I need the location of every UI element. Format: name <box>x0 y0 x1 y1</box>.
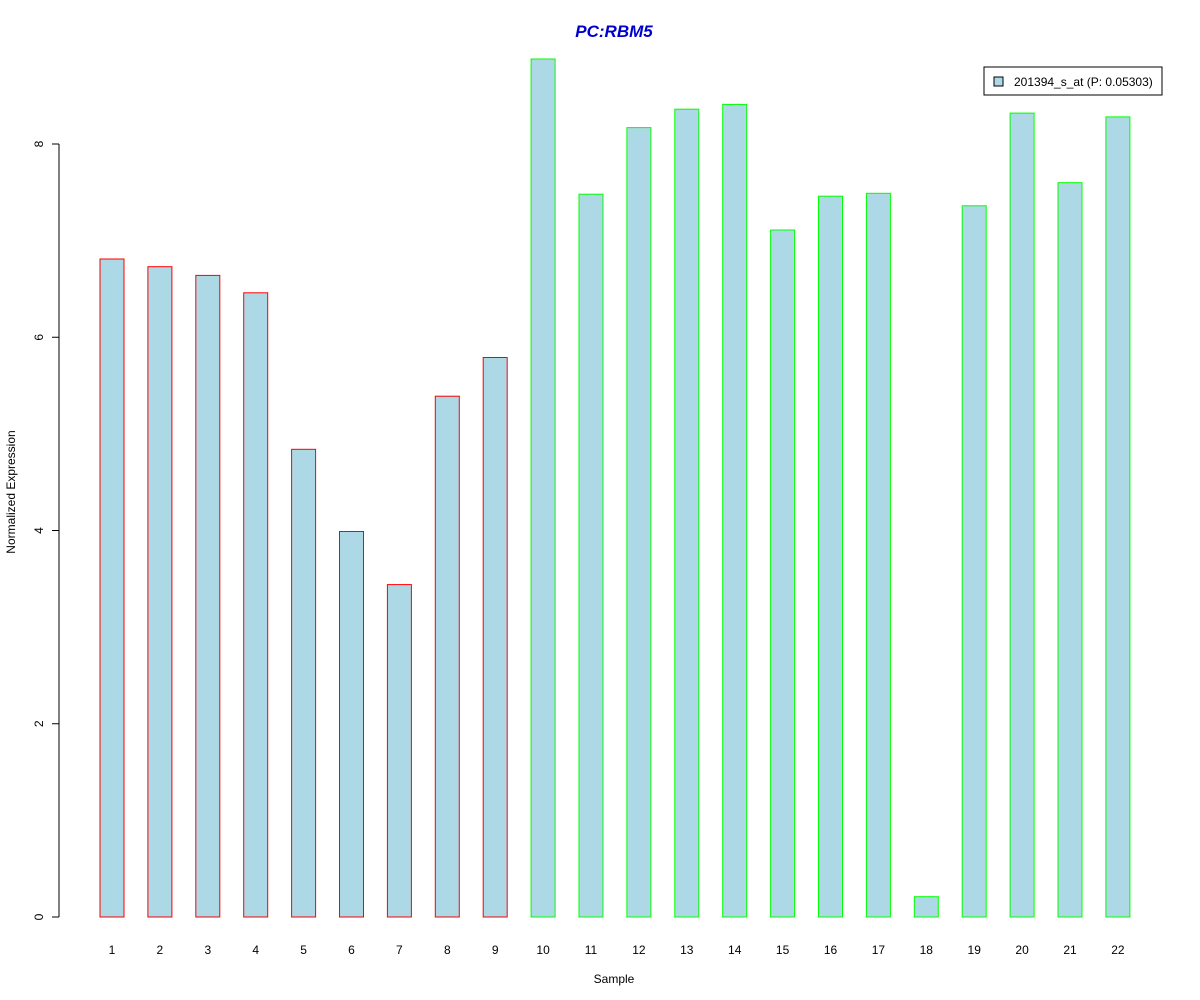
x-tick-label: 14 <box>728 943 742 957</box>
legend-box <box>983 66 1163 96</box>
x-tick-label: 12 <box>632 943 646 957</box>
x-tick-label: 6 <box>348 943 355 957</box>
x-tick-label: 18 <box>920 943 934 957</box>
y-tick-label: 0 <box>32 913 46 920</box>
x-tick-label: 8 <box>444 943 451 957</box>
y-axis: 0 2 4 6 8 <box>32 140 60 920</box>
bar-15 <box>770 229 796 918</box>
x-tick-label: 19 <box>968 943 982 957</box>
bar-16 <box>818 195 843 918</box>
x-tick-label: 21 <box>1063 943 1077 957</box>
bar-12 <box>626 127 652 918</box>
bar-9 <box>482 357 508 918</box>
x-axis-label: Sample <box>594 972 635 986</box>
bar-18 <box>913 896 939 918</box>
y-tick-label: 4 <box>32 527 46 534</box>
x-tick-label: 16 <box>824 943 838 957</box>
y-tick-label: 2 <box>32 720 46 727</box>
x-tick-label: 10 <box>536 943 550 957</box>
x-tick-label: 5 <box>300 943 307 957</box>
bar-17 <box>865 192 891 918</box>
bar-11 <box>578 193 604 918</box>
x-tick-label: 2 <box>157 943 164 957</box>
x-tick-label: 15 <box>776 943 790 957</box>
x-tick-label: 11 <box>585 943 598 957</box>
x-tick-label: 4 <box>252 943 259 957</box>
bar-3 <box>195 274 221 918</box>
chart-title: PC:RBM5 <box>575 22 653 41</box>
bar-20 <box>1009 112 1035 918</box>
legend: 201394_s_at (P: 0.05303) <box>983 66 1163 96</box>
x-tick-label: 3 <box>204 943 211 957</box>
bar-13 <box>674 108 700 918</box>
bar-8 <box>434 395 460 918</box>
legend-swatch <box>993 76 1004 87</box>
x-tick-label: 7 <box>396 943 403 957</box>
x-tick-label: 13 <box>680 943 694 957</box>
y-tick-label: 6 <box>32 334 46 341</box>
y-tick-label: 8 <box>32 140 46 147</box>
x-tick-labels: 1 2 3 4 5 6 7 8 9 10 11 12 13 14 15 16 17 18 19 20 21 22 <box>109 943 1125 957</box>
bar-2 <box>147 266 173 918</box>
legend-label: 201394_s_at (P: 0.05303) <box>1014 75 1153 89</box>
y-axis-label: Normalized Expression <box>4 430 18 553</box>
bar-7 <box>386 584 412 918</box>
x-tick-label: 17 <box>872 943 886 957</box>
bar-4 <box>243 292 269 918</box>
bar-22 <box>1105 116 1131 918</box>
x-tick-label: 22 <box>1111 943 1125 957</box>
bar-6 <box>339 531 364 918</box>
bar-21 <box>1057 182 1083 918</box>
x-tick-label: 9 <box>492 943 499 957</box>
x-tick-label: 20 <box>1015 943 1029 957</box>
bar-5 <box>291 448 317 918</box>
bar-14 <box>722 103 748 918</box>
bar-19 <box>961 205 987 918</box>
bar-10 <box>530 58 556 918</box>
bar-group <box>99 58 1131 918</box>
bar-1 <box>99 258 125 918</box>
x-tick-label: 1 <box>109 943 116 957</box>
